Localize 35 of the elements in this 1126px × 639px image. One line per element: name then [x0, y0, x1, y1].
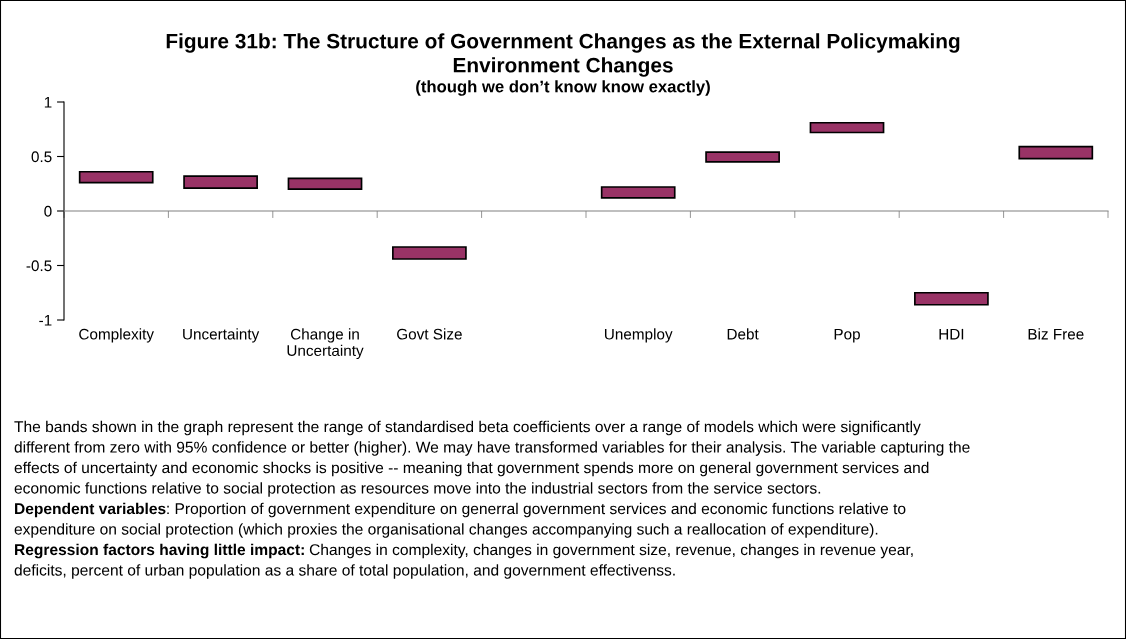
text: economic functions relative to social protection as resources move into the industrial sectors from the service sectors. — [14, 482, 821, 497]
chart-subtitle: (though we don’t know know exactly) — [416, 80, 710, 96]
y-tick-label: 0.5 — [31, 151, 52, 163]
text: different from zero with 95% confidence or better (higher). We may have transformed variables for their analysis. The variable capturing the — [14, 441, 970, 456]
text: : Proportion of government expenditure on generral government services and economic functions relative to — [167, 502, 906, 518]
x-tick-label: Uncertainty — [183, 328, 260, 343]
bar — [600, 186, 676, 199]
text: Dependent variables — [15, 502, 166, 518]
text: expenditure on social protection (which proxies the organisational changes accompanying such a reallocation of expenditure). — [14, 523, 878, 538]
text: The bands shown in the graph represent the range of standardised beta coefficients over a range of models which were significantly — [14, 420, 921, 436]
bar — [287, 177, 363, 191]
x-tick-label: Pop — [834, 328, 860, 343]
x-tick-label: Biz Free — [1028, 328, 1084, 340]
bar — [183, 175, 258, 189]
bar — [914, 291, 989, 306]
y-tick-label: -1 — [39, 315, 52, 326]
text: Changes in complexity, changes in government size, revenue, changes in revenue year, — [309, 543, 913, 559]
x-tick-label: Debt — [727, 328, 759, 340]
bar — [705, 151, 780, 163]
text: effects of uncertainty and economic shocks is positive -- meaning that government spends more on general government services and — [14, 461, 929, 477]
x-tick-label: Complexity — [79, 328, 154, 343]
y-tick-label: 0 — [44, 205, 52, 217]
text: Regression factors having little impact: — [15, 543, 304, 559]
y-tick-label: -0.5 — [26, 260, 52, 272]
x-tick-label: Govt Size — [397, 328, 462, 340]
x-tick-label: HDI — [939, 328, 964, 340]
bar — [809, 121, 885, 134]
bar — [78, 170, 154, 184]
bar — [1018, 145, 1094, 160]
bar — [392, 246, 467, 260]
x-tick-label: Change in Uncertainty — [287, 328, 364, 360]
chart-title: Figure 31b: The Structure of Government Changes as the External Policymaking Environment Changes — [166, 33, 960, 77]
text: deficits, percent of urban population as a share of total population, and government effectivenss. — [14, 564, 675, 579]
x-tick-label: Unemploy — [604, 328, 673, 343]
y-tick-label: 1 — [44, 97, 52, 108]
